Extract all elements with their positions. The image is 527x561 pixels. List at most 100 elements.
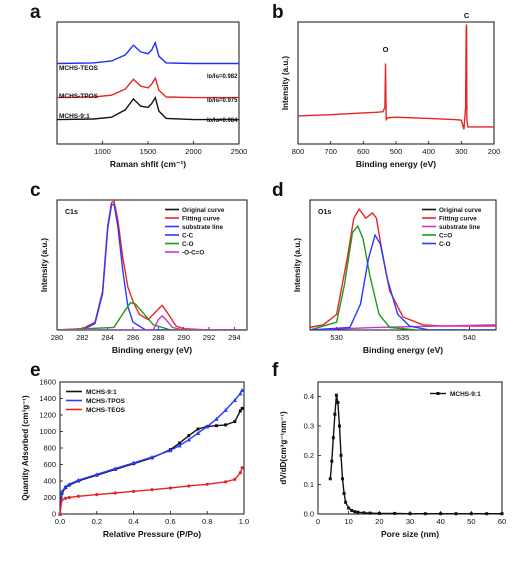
series-line-d-c-o [310, 224, 496, 330]
x-tick-label-a: 1000 [94, 147, 111, 156]
data-point-f [334, 393, 338, 397]
data-point-e [67, 495, 71, 500]
legend-label-e: MCHS-TEOS [86, 407, 126, 414]
x-axis-label-f: Pore size (nm) [381, 529, 439, 539]
data-point-f [342, 491, 346, 495]
data-point-e [94, 472, 99, 477]
panel-label-e: e [30, 360, 41, 381]
x-tick-label-a: 2500 [231, 147, 248, 156]
x-axis-label-b: Binding energy (eV) [356, 159, 436, 169]
x-tick-label-e: 0.6 [165, 517, 175, 526]
y-axis-label-e: Quantity Adsorbed (cm³g⁻¹) [21, 395, 30, 501]
x-tick-label-f: 30 [406, 517, 414, 526]
y-axis-label-f: dV/dD(cm³g⁻¹nm⁻¹) [279, 411, 288, 485]
x-tick-label-d: 535 [397, 333, 410, 342]
x-tick-label-c: 290 [177, 333, 190, 342]
data-point-e [113, 491, 117, 495]
x-tick-label-c: 284 [101, 333, 114, 342]
x-tick-label-f: 20 [375, 517, 383, 526]
data-point-e [239, 388, 245, 393]
data-point-f [377, 511, 381, 515]
x-tick-label-c: 294 [228, 333, 241, 342]
data-point-f [469, 512, 473, 516]
data-point-e [113, 466, 118, 471]
legend-label-c: Fitting curve [182, 216, 220, 223]
legend-label-c: substrate line [182, 224, 223, 231]
series-line-a-mchs-9-1 [57, 95, 239, 121]
data-point-e [67, 482, 72, 487]
x-tick-label-f: 60 [498, 517, 506, 526]
data-point-e [240, 466, 244, 470]
peak-annotation-b: O [383, 45, 389, 54]
data-point-e [150, 488, 154, 492]
data-point-f [485, 512, 489, 516]
x-tick-label-f: 40 [436, 517, 444, 526]
data-point-e [63, 496, 68, 500]
x-tick-label-e: 0.2 [92, 517, 102, 526]
core-level-label-c: C1s [65, 209, 78, 216]
x-tick-label-b: 400 [422, 147, 435, 156]
x-tick-label-a: 1500 [140, 147, 157, 156]
data-point-f [350, 508, 354, 512]
legend-label-d: Fitting curve [439, 216, 477, 223]
data-point-e [131, 460, 136, 465]
y-axis-label-c: Intensity (a.u.) [40, 238, 49, 293]
y-tick-label-e: 200 [43, 493, 56, 502]
data-point-e [60, 498, 64, 502]
y-axis-label-b: Intensity (a.u.) [281, 56, 290, 111]
data-point-f [423, 512, 427, 516]
x-tick-label-c: 282 [76, 333, 89, 342]
y-tick-label-e: 1200 [39, 411, 56, 420]
legend-label-d: Original curve [439, 207, 482, 214]
data-point-e [187, 484, 191, 488]
y-tick-label-f: 0.3 [304, 422, 314, 431]
legend-label-e: MCHS-9:1 [86, 389, 117, 396]
data-point-e [224, 480, 228, 484]
y-tick-label-e: 1400 [39, 394, 56, 403]
y-tick-label-e: 400 [43, 477, 56, 486]
series-line-d-fitting-curve [310, 207, 496, 329]
data-point-e [187, 434, 191, 438]
x-tick-label-c: 286 [127, 333, 140, 342]
data-point-f [362, 511, 366, 515]
data-point-f [368, 511, 372, 515]
legend-label-d: C=O [439, 233, 452, 240]
x-tick-label-c: 280 [51, 333, 64, 342]
ratio-label-a: Iᴅ/Iɢ=0.982 [207, 74, 238, 80]
data-point-f [344, 500, 348, 504]
data-point-f [454, 512, 458, 516]
y-tick-label-e: 1600 [39, 378, 56, 387]
data-point-f [408, 512, 412, 516]
series-line-f-mchs-9-1 [329, 395, 502, 514]
data-point-f [356, 510, 360, 514]
legend-label-c: -O-C=O [182, 250, 204, 257]
data-point-f [336, 401, 340, 405]
y-tick-label-f: 0.2 [304, 451, 314, 460]
core-level-label-d: O1s [318, 209, 331, 216]
data-point-e [149, 454, 155, 459]
ratio-label-a: Iᴅ/Iɢ=0.975 [207, 98, 238, 104]
data-point-e [76, 477, 81, 482]
x-tick-label-d: 540 [463, 333, 476, 342]
y-tick-label-e: 600 [43, 460, 56, 469]
data-point-e [195, 430, 201, 435]
x-tick-label-b: 300 [455, 147, 468, 156]
data-point-e [168, 448, 173, 453]
y-tick-label-e: 1000 [39, 427, 56, 436]
data-point-f [500, 512, 504, 516]
data-point-f [331, 436, 335, 440]
data-point-e [186, 437, 191, 442]
x-tick-label-b: 700 [324, 147, 337, 156]
data-point-f [347, 506, 351, 510]
data-point-f [333, 412, 337, 416]
data-point-e [233, 477, 237, 481]
y-tick-label-e: 0 [52, 510, 56, 519]
x-tick-label-f: 10 [344, 517, 352, 526]
y-axis-label-d: Intensity (a.u.) [293, 238, 302, 293]
series-line-c-c-c [57, 202, 247, 330]
data-point-f [439, 512, 443, 516]
panel-label-a: a [30, 2, 41, 23]
data-point-e [168, 486, 172, 490]
data-point-e [238, 471, 242, 475]
